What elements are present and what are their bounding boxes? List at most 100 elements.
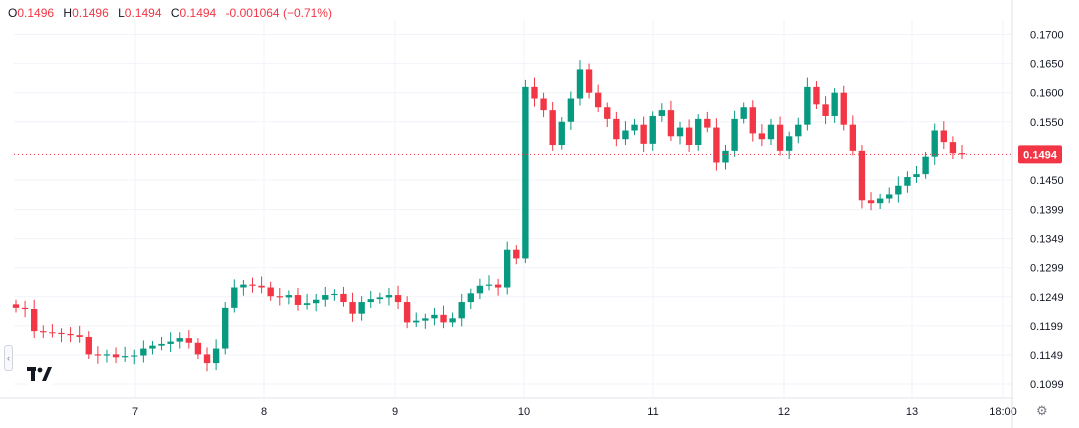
candle-body <box>76 335 83 337</box>
candle-body <box>294 295 302 305</box>
open-label: O <box>8 6 18 20</box>
candle-body <box>49 332 56 334</box>
high-value: 0.1496 <box>72 6 109 20</box>
y-tick-label: 0.1149 <box>1030 350 1063 362</box>
candle-body <box>567 98 575 122</box>
candle-body <box>303 303 311 305</box>
candle-body <box>203 354 211 364</box>
x-tick-label: 12 <box>778 406 790 418</box>
candle-body <box>103 354 111 356</box>
y-tick-label: 0.1199 <box>1030 321 1063 333</box>
candle-body <box>476 285 484 294</box>
candle-body <box>12 304 20 308</box>
candle-body <box>949 142 957 154</box>
candle-body <box>349 302 356 314</box>
candle-body <box>422 318 429 321</box>
candle-body <box>913 174 920 178</box>
candle-body <box>367 299 374 303</box>
candle-body <box>922 156 929 175</box>
candle-body <box>40 331 47 333</box>
candle-body <box>931 130 938 157</box>
candle-body <box>440 314 447 323</box>
chevron-left-icon[interactable]: ‹ <box>4 345 13 371</box>
candle-body <box>331 293 338 296</box>
candle-body <box>540 98 547 111</box>
candle-body <box>549 110 556 146</box>
y-tick-label: 0.1299 <box>1030 263 1064 275</box>
candle-body <box>886 194 893 199</box>
candle-body <box>604 107 611 119</box>
candle-body <box>522 86 529 259</box>
candle-body <box>576 69 584 99</box>
y-tick-label: 0.1450 <box>1030 175 1064 187</box>
candle-body <box>31 309 38 332</box>
candle-body <box>840 92 847 125</box>
candle-body <box>376 297 384 300</box>
candle-body <box>513 249 520 259</box>
candle-body <box>131 355 138 357</box>
candle-body <box>322 295 329 300</box>
tradingview-logo-icon[interactable] <box>22 360 58 388</box>
candle-body <box>676 127 684 137</box>
y-tick-label: 0.1399 <box>1030 205 1064 217</box>
x-tick-label: 8 <box>261 406 267 418</box>
candle-body <box>704 118 711 128</box>
x-tick-label: 7 <box>132 406 138 418</box>
candle-body <box>249 284 256 286</box>
x-tick-label: 9 <box>392 406 398 418</box>
candle-body <box>176 338 183 342</box>
gear-icon[interactable]: ⚙ <box>1036 403 1048 418</box>
candle-body <box>385 295 393 298</box>
y-tick-label: 0.1249 <box>1030 292 1064 304</box>
candle-body <box>531 86 538 99</box>
candle-body <box>67 334 74 336</box>
candle-body <box>876 198 884 204</box>
candle-body <box>276 296 283 298</box>
last-price-label: 0.1494 <box>1023 149 1058 161</box>
candle-body <box>622 130 629 140</box>
candle-body <box>804 86 811 125</box>
candle-body <box>185 338 193 343</box>
candle-body <box>285 295 293 298</box>
candle-body <box>640 124 647 144</box>
candle-body <box>713 127 720 163</box>
candle-body <box>585 69 593 93</box>
candle-body <box>340 293 347 303</box>
candle-body <box>467 293 474 303</box>
candle-body <box>613 118 620 140</box>
candle-body <box>504 249 511 288</box>
candle-body <box>631 124 638 131</box>
close-label: C <box>170 6 180 20</box>
candle-body <box>958 153 966 155</box>
x-tick-label: 11 <box>647 406 658 418</box>
y-tick-label: 0.1550 <box>1030 117 1064 129</box>
candle-body <box>767 124 775 140</box>
candle-body <box>867 200 875 204</box>
candle-body <box>431 314 438 319</box>
candle-body <box>58 332 65 335</box>
candle-body <box>795 124 802 137</box>
candle-body <box>940 130 947 143</box>
candle-body <box>194 342 202 355</box>
candle-body <box>594 92 602 108</box>
candle-body <box>222 307 229 349</box>
y-tick-label: 0.1099 <box>1030 379 1064 391</box>
y-tick-label: 0.1349 <box>1030 234 1064 246</box>
candle-body <box>494 284 502 288</box>
candle-body <box>112 354 120 358</box>
candle-body <box>776 124 784 151</box>
candle-body <box>695 118 702 146</box>
candle-body <box>449 318 456 323</box>
candle-body <box>258 285 265 288</box>
low-label: L <box>118 6 125 20</box>
candle-body <box>85 336 92 355</box>
y-tick-label: 0.1600 <box>1030 88 1064 100</box>
candle-body <box>822 104 829 116</box>
change-value: -0.001064 (−0.71%) <box>225 6 332 20</box>
candle-body <box>149 345 156 349</box>
candle-body <box>94 354 102 356</box>
y-tick-label: 0.1700 <box>1030 30 1064 42</box>
open-value: 0.1496 <box>17 6 55 20</box>
candle-body <box>240 284 247 288</box>
